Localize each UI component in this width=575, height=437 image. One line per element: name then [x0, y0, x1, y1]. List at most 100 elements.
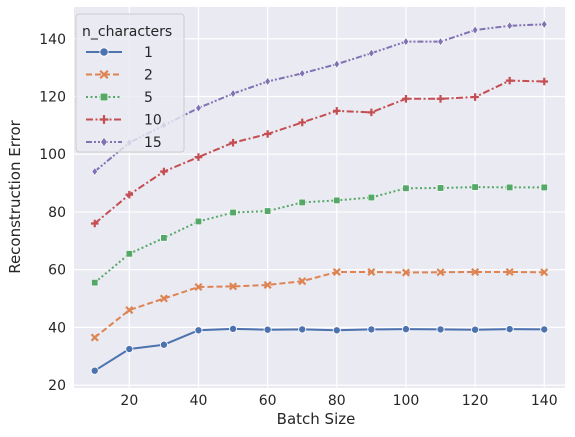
grid — [74, 7, 565, 388]
data-point — [436, 184, 445, 192]
data-point — [506, 183, 514, 191]
data-point — [264, 207, 272, 215]
data-point — [540, 325, 549, 334]
data-point — [401, 325, 410, 334]
data-point — [367, 267, 376, 276]
data-point — [402, 95, 410, 103]
data-point — [368, 48, 375, 58]
legend-item: 2 — [86, 68, 153, 84]
legend-item: 5 — [86, 90, 153, 106]
data-point — [298, 325, 307, 334]
data-point — [229, 208, 237, 217]
data-point — [471, 267, 480, 276]
data-point — [90, 333, 99, 342]
data-point — [91, 167, 98, 176]
y-tick-label: 40 — [48, 320, 66, 336]
y-tick-label: 120 — [39, 89, 66, 105]
data-point — [333, 59, 341, 69]
data-point — [471, 25, 479, 35]
data-point — [505, 325, 514, 334]
legend-marker — [99, 115, 109, 124]
series-1 — [90, 324, 549, 375]
legend-label: 2 — [144, 68, 153, 84]
data-point — [471, 183, 479, 191]
legend-label: 15 — [144, 135, 162, 151]
y-axis-title: Reconstruction Error — [6, 119, 24, 273]
legend-title: n_characters — [82, 24, 172, 40]
y-tick-label: 100 — [39, 147, 66, 163]
data-point — [229, 89, 237, 99]
data-point — [194, 153, 203, 161]
data-point — [505, 76, 514, 85]
data-point — [125, 345, 134, 354]
data-point — [332, 267, 341, 276]
series-line — [94, 327, 545, 372]
data-point — [263, 325, 272, 334]
data-point — [91, 279, 99, 287]
data-point — [540, 268, 549, 277]
data-point — [332, 326, 341, 335]
series-line — [94, 270, 545, 339]
data-point — [402, 37, 410, 47]
legend-label: 1 — [144, 45, 153, 61]
data-point — [298, 118, 306, 127]
data-point — [229, 282, 238, 291]
x-tick-label: 20 — [120, 393, 138, 409]
data-point — [298, 277, 307, 286]
legend: n_characters 1 2 5 10 15 — [75, 13, 185, 153]
data-point — [160, 167, 168, 176]
legend-item: 1 — [86, 45, 153, 61]
data-point — [471, 93, 479, 101]
data-point — [195, 103, 202, 113]
data-point — [436, 268, 445, 277]
data-point — [367, 325, 376, 334]
legend-item: 10 — [86, 113, 162, 129]
data-point — [367, 108, 376, 117]
data-point — [298, 198, 306, 206]
data-point — [505, 267, 514, 276]
legend-marker — [99, 47, 109, 57]
data-point — [160, 234, 168, 242]
y-tick-label: 60 — [48, 263, 66, 279]
data-point — [506, 21, 513, 31]
x-tick-label: 100 — [393, 393, 420, 409]
series-5 — [91, 183, 548, 287]
data-point — [333, 196, 341, 204]
tick-labels: 20 40 60 80 100 120 140 20 40 60 80 100 120 140 — [39, 32, 557, 409]
legend-items: 1 2 5 10 15 — [86, 45, 162, 151]
legend-marker — [100, 136, 108, 148]
data-point — [540, 183, 548, 191]
y-tick-label: 80 — [48, 205, 66, 221]
data-point — [401, 268, 410, 277]
legend-marker — [99, 69, 109, 80]
data-point — [194, 282, 203, 291]
x-tick-label: 140 — [531, 393, 558, 409]
data-point — [541, 19, 548, 29]
series-line — [94, 186, 545, 284]
series-10 — [90, 76, 549, 228]
data-point — [264, 76, 271, 86]
data-point — [229, 138, 237, 147]
data-point — [90, 219, 99, 228]
data-point — [437, 37, 444, 47]
data-point — [402, 184, 410, 192]
y-tick-label: 20 — [48, 378, 66, 394]
data-point — [125, 190, 134, 199]
x-tick-label: 60 — [259, 393, 277, 409]
data-point — [159, 294, 168, 303]
legend-label: 5 — [144, 90, 153, 106]
data-point — [367, 193, 375, 202]
legend-marker — [99, 92, 109, 102]
series-layer — [90, 19, 549, 375]
series-line — [94, 23, 545, 173]
data-point — [90, 366, 99, 375]
data-point — [125, 306, 134, 315]
data-point — [540, 77, 549, 86]
x-tick-label: 40 — [190, 393, 208, 409]
legend-item: 15 — [86, 135, 162, 151]
data-point — [436, 95, 445, 103]
data-point — [194, 217, 203, 225]
data-point — [436, 325, 445, 334]
legend-label: 10 — [144, 113, 162, 129]
